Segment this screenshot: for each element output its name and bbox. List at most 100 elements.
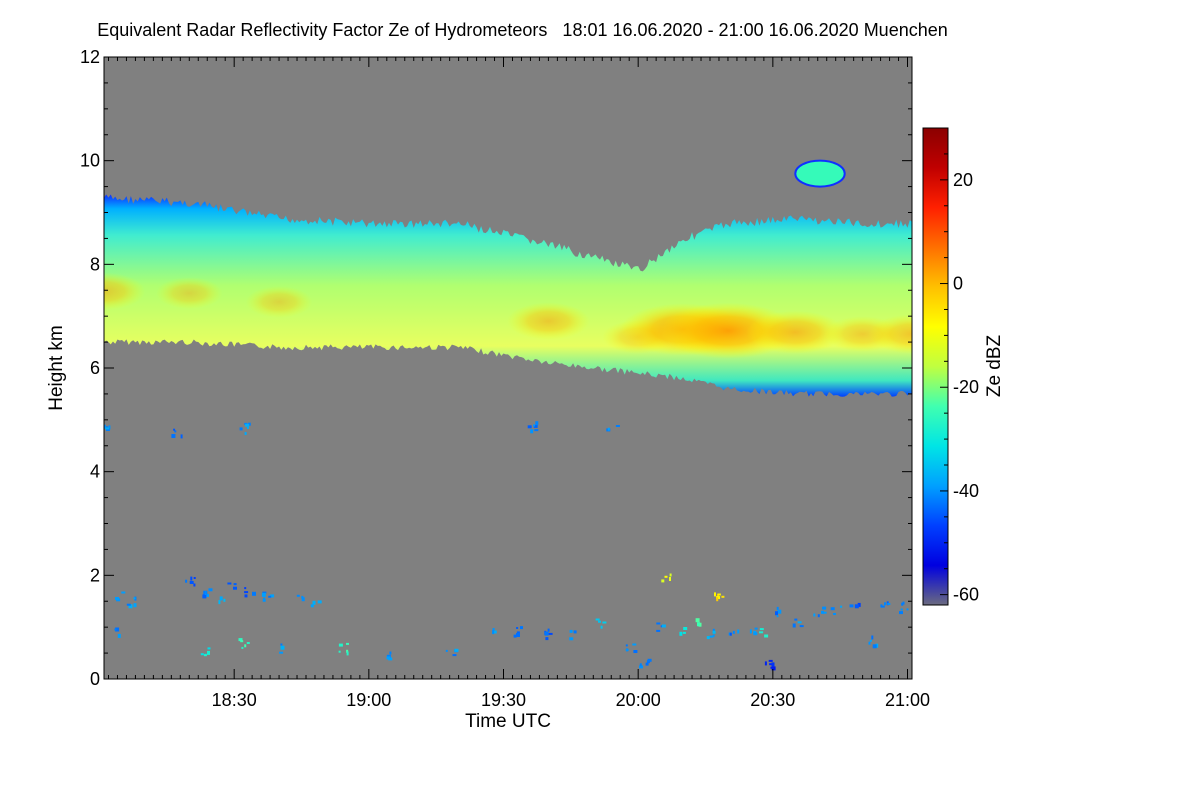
echo-point <box>338 650 341 653</box>
echo-point <box>717 593 721 596</box>
echo-point <box>683 627 688 630</box>
echo-point <box>296 594 300 597</box>
y-tick-label: 8 <box>90 254 100 274</box>
echo-point <box>527 425 532 429</box>
echo-point <box>632 643 637 646</box>
echo-point <box>233 586 237 590</box>
echo-point <box>117 633 121 638</box>
x-tick-label: 19:30 <box>481 690 526 710</box>
echo-point <box>346 642 349 645</box>
echo-point <box>661 579 665 583</box>
echo-point <box>830 607 835 611</box>
echo-point <box>854 604 859 609</box>
y-tick-label: 6 <box>90 358 100 378</box>
echo-point <box>656 622 661 625</box>
y-tick-label: 12 <box>80 47 100 67</box>
echo-point <box>233 583 237 586</box>
isolated-cell <box>794 159 846 188</box>
echo-point <box>171 434 176 438</box>
echo-point <box>244 432 247 435</box>
y-tick-label: 2 <box>90 565 100 585</box>
echo-point <box>239 427 243 431</box>
echo-point <box>759 628 764 631</box>
echo-point <box>533 424 535 427</box>
echo-point <box>244 644 247 648</box>
echo-point <box>899 611 903 615</box>
echo-point <box>261 592 266 597</box>
echo-point <box>625 648 629 651</box>
echo-point <box>227 582 232 585</box>
echo-point <box>717 593 719 598</box>
echo-point <box>880 605 885 608</box>
echo-point <box>797 621 802 624</box>
echo-point <box>822 606 827 610</box>
y-tick-label: 10 <box>80 151 100 171</box>
echo-point <box>716 597 719 602</box>
echo-point <box>244 591 249 594</box>
echo-point <box>729 632 732 636</box>
echo-point <box>714 592 716 597</box>
echo-point <box>569 637 574 641</box>
echo-point <box>246 426 249 429</box>
colorbar-tick-label: -20 <box>953 377 979 397</box>
echo-point <box>753 632 758 636</box>
echo-point <box>569 629 573 633</box>
colorbar-tick-label: -60 <box>953 585 979 605</box>
echo-point <box>207 650 210 655</box>
echo-point <box>513 634 517 638</box>
colorbar-tick-label: 0 <box>953 274 963 294</box>
echo-point <box>776 606 779 610</box>
echo-point <box>857 602 861 607</box>
echo-point <box>600 625 603 629</box>
echo-point <box>764 634 769 638</box>
echo-point <box>872 644 877 649</box>
colorbar-tick-label: -40 <box>953 481 979 501</box>
echo-point <box>602 621 607 624</box>
echo-point <box>721 595 725 598</box>
echo-point <box>639 663 642 667</box>
echo-point <box>813 613 816 617</box>
echo-point <box>115 627 120 632</box>
cloud-core <box>507 302 590 340</box>
echo-point <box>607 427 610 431</box>
echo-point <box>310 604 314 608</box>
echo-point <box>247 422 251 426</box>
echo-point <box>492 628 495 631</box>
echo-point <box>647 658 652 662</box>
echo-point <box>732 630 735 634</box>
echo-point <box>695 618 700 623</box>
cloud-core <box>104 272 146 310</box>
echo-point <box>108 425 111 430</box>
echo-point <box>202 594 207 599</box>
echo-point <box>133 597 136 600</box>
chart-title: Equivalent Radar Reflectivity Factor Ze … <box>97 20 948 40</box>
echo-point <box>821 610 824 614</box>
echo-point <box>128 604 133 609</box>
echo-point <box>280 645 285 650</box>
echo-point <box>126 603 131 606</box>
echo-point <box>639 665 643 669</box>
echo-point <box>598 620 601 623</box>
echo-point <box>771 662 775 667</box>
echo-point <box>625 644 628 647</box>
echo-point <box>769 663 773 666</box>
data-layer <box>104 159 912 671</box>
echo-point <box>712 630 716 634</box>
echo-point <box>901 602 904 606</box>
echo-point <box>262 598 266 602</box>
echo-point <box>530 429 534 434</box>
echo-point <box>174 430 177 433</box>
colorbar-ticks: 20 0 -20 -40 -60 <box>940 127 979 605</box>
echo-point <box>754 627 758 630</box>
echo-point <box>645 662 649 666</box>
echo-point <box>200 653 204 656</box>
x-axis: 18:30 19:00 19:30 20:00 20:30 21:00 <box>107 57 930 710</box>
echo-point <box>246 642 250 644</box>
echo-point <box>223 598 226 602</box>
echo-point <box>669 577 671 581</box>
echo-point <box>822 611 827 614</box>
echo-point <box>776 615 779 618</box>
echo-point <box>240 640 244 643</box>
y-tick-label: 0 <box>90 669 100 689</box>
echo-point <box>270 594 275 598</box>
